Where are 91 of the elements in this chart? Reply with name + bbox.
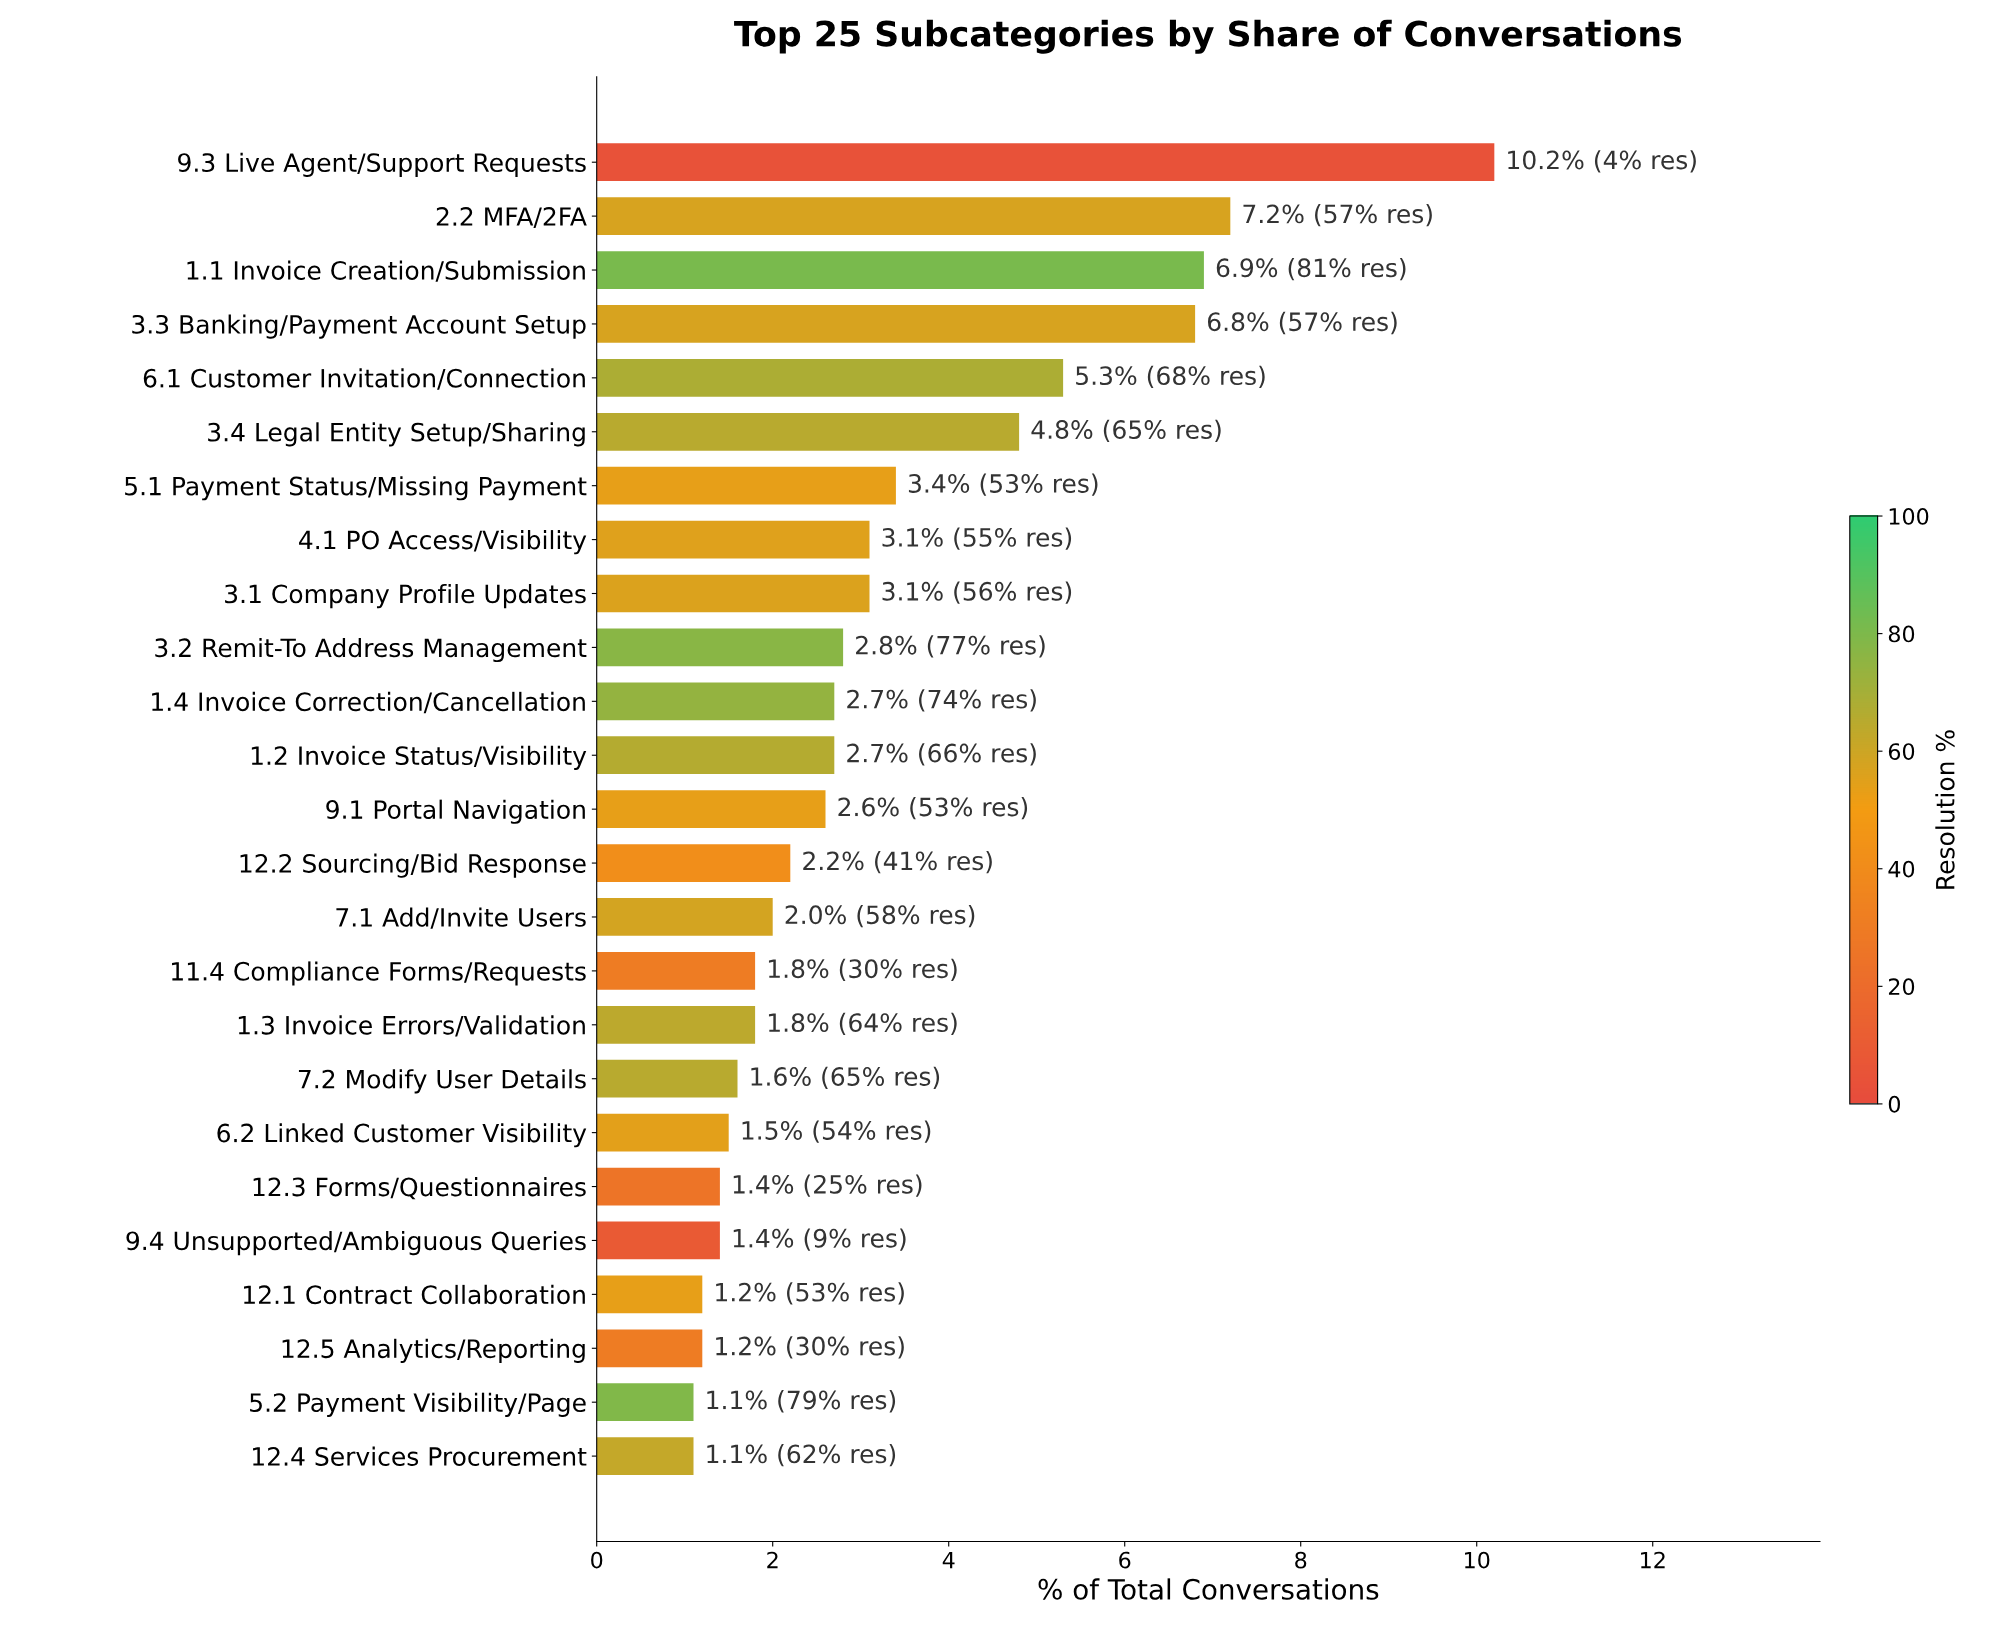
bar [596, 305, 1196, 343]
data-label: 1.2% (53% res) [716, 1282, 904, 1305]
bar [596, 143, 1495, 182]
data-label: 3.4% (53% res) [908, 473, 1098, 496]
x-tick-label: 0 [591, 1551, 603, 1569]
data-label: 1.1% (62% res) [707, 1444, 896, 1467]
x-tick-label: 6 [1119, 1551, 1131, 1569]
bar [596, 898, 773, 936]
chart-title: Top 25 Subcategories by Share of Conversations [734, 19, 1682, 54]
data-label: 7.2% (57% res) [1243, 204, 1432, 227]
data-label: 4.8% (65% res) [1031, 419, 1221, 442]
bar [596, 358, 1064, 397]
y-tick-label: 7.2 Modify User Details [298, 1069, 586, 1094]
data-label: 2.6% (53% res) [838, 797, 1028, 820]
data-label: 1.5% (54% res) [742, 1120, 931, 1143]
y-tick-label: 5.2 Payment Visibility/Page [250, 1392, 586, 1417]
bar [596, 628, 844, 667]
bar [596, 1437, 694, 1475]
y-tick-label: 1.4 Invoice Correction/Cancellation [152, 691, 585, 714]
y-tick-label: 9.4 Unsupported/Ambiguous Queries [126, 1230, 586, 1256]
x-tick-label: 2 [767, 1551, 778, 1569]
data-label: 2.0% (58% res) [785, 904, 975, 928]
bar [596, 197, 1231, 235]
data-label: 1.8% (30% res) [768, 958, 957, 982]
color-bar-label: 20 [1888, 978, 1915, 996]
bar [596, 412, 1020, 451]
bar [596, 1113, 729, 1152]
color-bar-label: 60 [1888, 743, 1915, 760]
color-bar-title: Resolution % [1935, 730, 1955, 889]
bar [596, 736, 835, 775]
bar [596, 1329, 703, 1368]
y-tick-label: 9.3 Live Agent/Support Requests [178, 152, 586, 177]
data-label: 1.8% (64% res) [768, 1012, 957, 1035]
data-label: 2.8% (77% res) [856, 635, 1045, 658]
y-tick-label: 9.1 Portal Navigation [326, 799, 585, 824]
y-tick-label: 12.1 Contract Collaboration [244, 1284, 585, 1305]
y-tick-label: 12.5 Analytics/Reporting [282, 1338, 585, 1363]
bar [596, 1005, 756, 1044]
bar [596, 574, 870, 613]
y-tick-label: 5.1 Payment Status/Missing Payment [125, 476, 587, 501]
y-tick-label: 11.4 Compliance Forms/Requests [172, 961, 586, 986]
data-label: 3.1% (56% res) [882, 581, 1072, 604]
y-tick-label: 2.2 MFA/2FA [436, 207, 587, 228]
y-tick-label: 4.1 PO Access/Visibility [299, 530, 587, 555]
bar [596, 952, 756, 990]
bar [596, 1221, 720, 1260]
y-tick-label: 1.3 Invoice Errors/Validation [238, 1015, 585, 1037]
data-label: 1.6% (65% res) [751, 1066, 940, 1089]
y-tick-label: 6.1 Customer Invitation/Connection [143, 368, 585, 390]
data-label: 1.1% (79% res) [707, 1390, 896, 1413]
y-tick-label: 3.3 Banking/Payment Account Setup [132, 314, 586, 339]
bar [596, 520, 870, 559]
data-label: 6.8% (57% res) [1207, 311, 1397, 335]
data-label: 1.4% (9% res) [733, 1228, 906, 1251]
bar [596, 466, 896, 505]
x-tick-label: 10 [1465, 1551, 1490, 1569]
x-tick-label: 4 [942, 1551, 955, 1569]
y-tick-label: 1.2 Invoice Status/Visibility [251, 745, 587, 770]
bar [596, 1167, 720, 1206]
data-label: 6.9% (81% res) [1216, 257, 1406, 281]
data-label: 2.7% (66% res) [847, 743, 1036, 766]
data-label: 2.2% (41% res) [803, 850, 992, 874]
bar [596, 844, 791, 882]
bar [596, 1275, 703, 1314]
data-label: 3.1% (55% res) [882, 527, 1072, 550]
bar [596, 682, 835, 721]
color-bar-label: 40 [1888, 860, 1915, 878]
data-label: 10.2% (4% res) [1508, 150, 1696, 173]
bar [596, 1059, 738, 1098]
y-tick-label: 6.2 Linked Customer Visibility [217, 1123, 587, 1148]
data-label: 2.7% (74% res) [847, 689, 1036, 712]
color-bar-label: 100 [1889, 507, 1929, 525]
y-tick-label: 3.4 Legal Entity Setup/Sharing [208, 422, 585, 447]
bar [596, 1383, 694, 1422]
y-tick-label: 12.3 Forms/Questionnaires [253, 1177, 586, 1200]
y-tick-label: 3.2 Remit-To Address Management [155, 637, 587, 663]
bar [596, 251, 1204, 289]
y-tick-label: 12.4 Services Procurement [253, 1446, 587, 1466]
color-bar-label: 0 [1888, 1095, 1900, 1113]
y-tick-label: 3.1 Company Profile Updates [225, 584, 586, 609]
y-tick-label: 1.1 Invoice Creation/Submission [187, 260, 585, 282]
y-tick-label: 12.2 Sourcing/Bid Response [240, 853, 586, 878]
x-tick-label: 12 [1641, 1551, 1665, 1569]
data-label: 1.2% (30% res) [716, 1336, 904, 1359]
data-label: 5.3% (68% res) [1076, 365, 1265, 389]
y-tick-label: 7.1 Add/Invite Users [336, 907, 586, 929]
color-bar-label: 80 [1888, 625, 1915, 643]
data-label: 1.4% (25% res) [733, 1174, 922, 1197]
x-axis-title: % of Total Conversations [1038, 1578, 1379, 1600]
x-tick-label: 8 [1295, 1551, 1307, 1569]
bar [596, 790, 826, 829]
